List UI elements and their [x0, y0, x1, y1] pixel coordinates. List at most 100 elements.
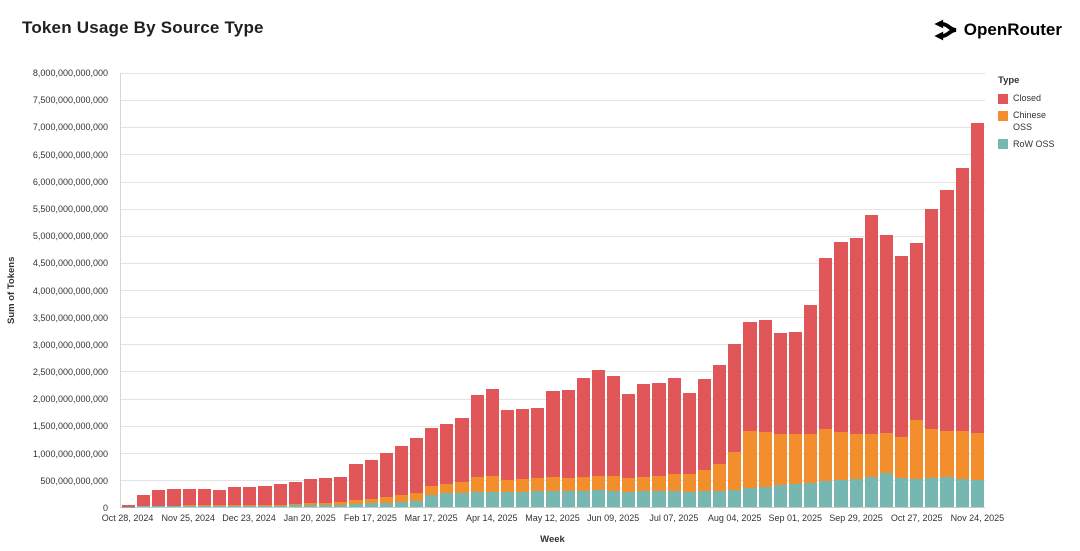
- bar-segment-chinese-oss[interactable]: [804, 433, 818, 483]
- bar-segment-chinese-oss[interactable]: [940, 430, 954, 477]
- bar-segment-chinese-oss[interactable]: [500, 479, 515, 493]
- bar-segment-row-oss[interactable]: [849, 478, 863, 507]
- bar[interactable]: [697, 73, 712, 507]
- bar[interactable]: [333, 73, 348, 507]
- bar[interactable]: [651, 73, 666, 507]
- bar-segment-row-oss[interactable]: [607, 490, 621, 507]
- bar-segment-chinese-oss[interactable]: [137, 505, 151, 507]
- bar[interactable]: [561, 73, 576, 507]
- bar-segment-chinese-oss[interactable]: [728, 451, 742, 490]
- bar-segment-chinese-oss[interactable]: [212, 505, 227, 507]
- bar-segment-chinese-oss[interactable]: [182, 505, 196, 507]
- bar-segment-closed[interactable]: [970, 122, 984, 433]
- bar[interactable]: [909, 73, 924, 507]
- bar-segment-row-oss[interactable]: [288, 505, 302, 507]
- bar-segment-row-oss[interactable]: [485, 491, 499, 507]
- bar-segment-chinese-oss[interactable]: [455, 482, 469, 493]
- bar-segment-closed[interactable]: [591, 370, 605, 476]
- bar[interactable]: [182, 73, 197, 507]
- bar[interactable]: [439, 73, 454, 507]
- bar-segment-chinese-oss[interactable]: [788, 434, 803, 485]
- bar-segment-chinese-oss[interactable]: [773, 433, 787, 486]
- bar[interactable]: [348, 73, 363, 507]
- bar[interactable]: [379, 73, 394, 507]
- bar-segment-row-oss[interactable]: [228, 505, 242, 507]
- bar-segment-row-oss[interactable]: [137, 506, 151, 507]
- bar-segment-row-oss[interactable]: [682, 491, 696, 507]
- bar-segment-closed[interactable]: [546, 391, 560, 478]
- bar-segment-closed[interactable]: [743, 322, 757, 432]
- bar[interactable]: [606, 73, 621, 507]
- bar-segment-chinese-oss[interactable]: [258, 504, 272, 506]
- bar-segment-closed[interactable]: [485, 388, 499, 477]
- bar-segment-row-oss[interactable]: [364, 503, 378, 507]
- bar-segment-chinese-oss[interactable]: [622, 477, 636, 492]
- bar[interactable]: [970, 73, 985, 507]
- bar[interactable]: [621, 73, 636, 507]
- bar-segment-row-oss[interactable]: [652, 491, 666, 507]
- bar-segment-chinese-oss[interactable]: [561, 477, 575, 492]
- bar[interactable]: [833, 73, 848, 507]
- bar[interactable]: [424, 73, 439, 507]
- bar[interactable]: [515, 73, 530, 507]
- bar[interactable]: [636, 73, 651, 507]
- bar[interactable]: [166, 73, 181, 507]
- bar[interactable]: [257, 73, 272, 507]
- bar-segment-row-oss[interactable]: [713, 490, 727, 507]
- bar-segment-closed[interactable]: [864, 214, 878, 434]
- bar-segment-closed[interactable]: [713, 364, 727, 464]
- bar-segment-chinese-oss[interactable]: [758, 432, 772, 488]
- bar-segment-closed[interactable]: [561, 389, 575, 478]
- bar-segment-row-oss[interactable]: [212, 506, 227, 507]
- bar[interactable]: [121, 73, 136, 507]
- bar-segment-chinese-oss[interactable]: [167, 505, 181, 507]
- bar-segment-row-oss[interactable]: [546, 490, 560, 507]
- bar-segment-row-oss[interactable]: [167, 506, 181, 507]
- bar-segment-row-oss[interactable]: [576, 490, 590, 507]
- bar-segment-row-oss[interactable]: [440, 493, 454, 507]
- bar-segment-closed[interactable]: [773, 332, 787, 434]
- bar-segment-closed[interactable]: [122, 504, 136, 507]
- bar-segment-closed[interactable]: [228, 486, 242, 506]
- bar[interactable]: [485, 73, 500, 507]
- bar[interactable]: [470, 73, 485, 507]
- bar[interactable]: [288, 73, 303, 507]
- bar-segment-closed[interactable]: [894, 255, 909, 437]
- bar-segment-closed[interactable]: [758, 320, 772, 433]
- bar-segment-chinese-oss[interactable]: [531, 478, 545, 492]
- bar-segment-chinese-oss[interactable]: [652, 476, 666, 492]
- bar-segment-row-oss[interactable]: [152, 506, 166, 507]
- bar[interactable]: [773, 73, 788, 507]
- bar-segment-chinese-oss[interactable]: [197, 505, 211, 507]
- bar[interactable]: [591, 73, 606, 507]
- openrouter-brand[interactable]: OpenRouter: [933, 18, 1062, 42]
- bar-segment-row-oss[interactable]: [758, 487, 772, 507]
- bar-segment-row-oss[interactable]: [637, 491, 651, 507]
- bar[interactable]: [864, 73, 879, 507]
- bar-segment-closed[interactable]: [349, 463, 363, 500]
- bar-segment-closed[interactable]: [940, 189, 954, 431]
- bar-segment-chinese-oss[interactable]: [910, 420, 924, 479]
- bar-segment-chinese-oss[interactable]: [849, 433, 863, 479]
- bar[interactable]: [955, 73, 970, 507]
- bar[interactable]: [803, 73, 818, 507]
- bar-segment-chinese-oss[interactable]: [713, 463, 727, 491]
- bar[interactable]: [788, 73, 803, 507]
- bar-segment-row-oss[interactable]: [379, 502, 393, 507]
- bar[interactable]: [227, 73, 242, 507]
- bar[interactable]: [879, 73, 894, 507]
- bar-segment-chinese-oss[interactable]: [409, 492, 424, 501]
- bar-segment-closed[interactable]: [212, 489, 227, 506]
- bar-segment-closed[interactable]: [531, 407, 545, 479]
- bar-segment-closed[interactable]: [379, 452, 393, 498]
- bar-segment-closed[interactable]: [334, 477, 348, 502]
- bar-segment-chinese-oss[interactable]: [303, 503, 318, 506]
- bar-segment-chinese-oss[interactable]: [607, 476, 621, 491]
- bar-segment-row-oss[interactable]: [697, 491, 712, 507]
- bar[interactable]: [454, 73, 469, 507]
- bar[interactable]: [682, 73, 697, 507]
- bar-segment-row-oss[interactable]: [349, 503, 363, 507]
- bar-segment-row-oss[interactable]: [561, 491, 575, 507]
- bar-segment-chinese-oss[interactable]: [667, 474, 681, 491]
- bar-segment-chinese-oss[interactable]: [955, 431, 969, 479]
